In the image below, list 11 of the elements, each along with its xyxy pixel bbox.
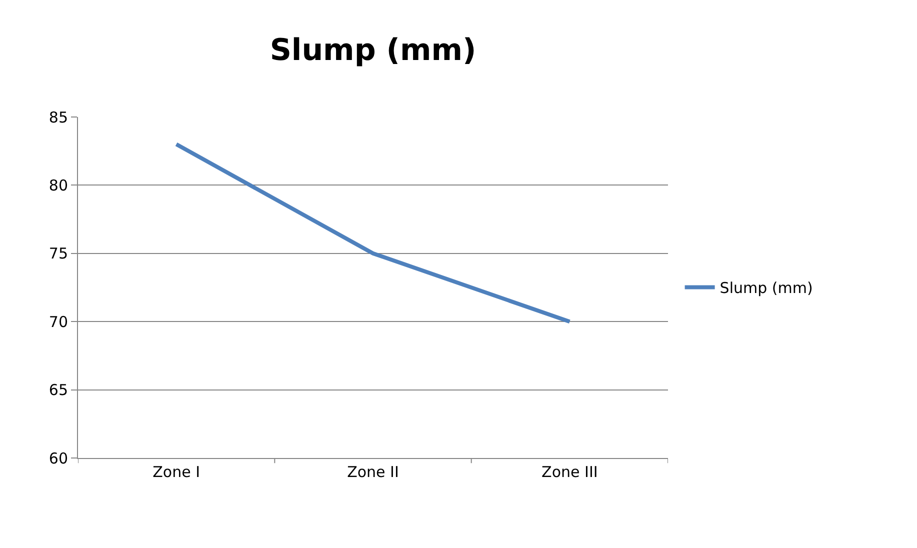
x-tick-label: Zone II bbox=[347, 463, 399, 481]
y-tick-label: 75 bbox=[48, 244, 68, 263]
legend-label: Slump (mm) bbox=[720, 279, 813, 298]
x-tick-label: Zone I bbox=[152, 463, 200, 481]
y-tick-label: 60 bbox=[48, 449, 68, 468]
x-tick-label: Zone III bbox=[542, 463, 598, 481]
chart-title: Slump (mm) bbox=[270, 32, 476, 68]
y-tick-label: 65 bbox=[48, 381, 68, 400]
y-tick-label: 70 bbox=[48, 312, 68, 331]
y-tick-label: 85 bbox=[48, 108, 68, 126]
y-tick-label: 80 bbox=[48, 176, 68, 194]
